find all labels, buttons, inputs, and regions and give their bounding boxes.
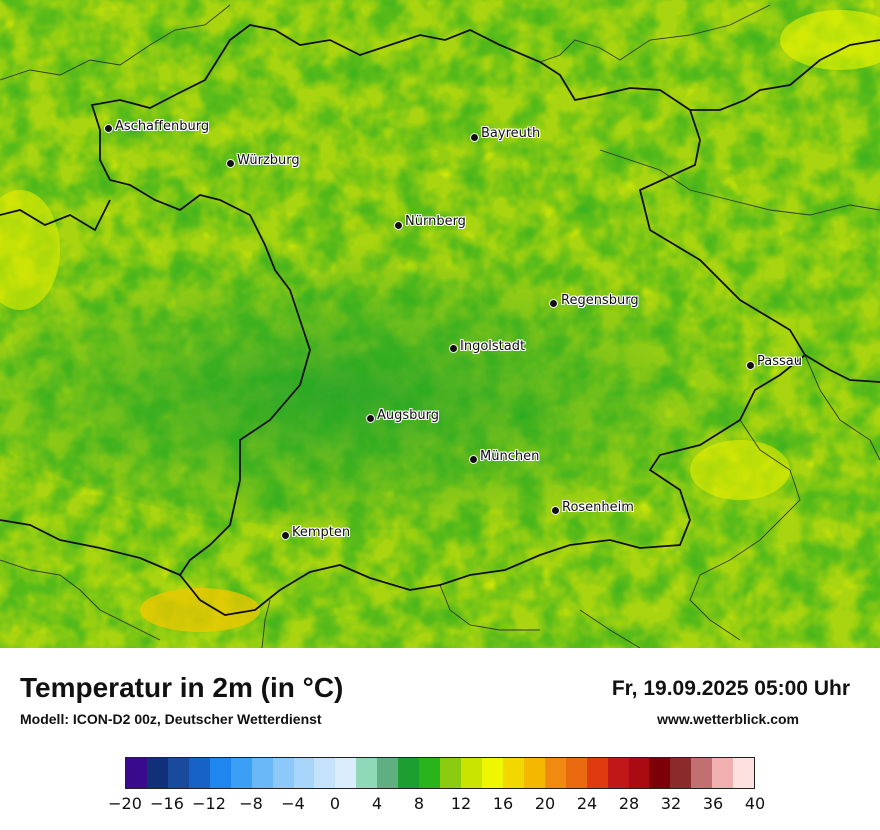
city-dot [470, 133, 479, 142]
minor-borders [0, 4, 880, 648]
colorbar-tick-label: 36 [702, 794, 724, 813]
colorbar-tick-label: −4 [281, 794, 305, 813]
model-info: Modell: ICON-D2 00z, Deutscher Wetterdie… [20, 711, 322, 727]
colorbar-tick-label: 20 [534, 794, 556, 813]
city-dot [551, 506, 560, 515]
colorbar-segment [544, 758, 566, 788]
colorbar-segment [586, 758, 608, 788]
colorbar-tick-label: −20 [108, 794, 142, 813]
colorbar-segment [712, 758, 734, 788]
city-dot [549, 299, 558, 308]
colorbar-tick-label: 4 [371, 794, 383, 813]
colorbar-tick-label: 16 [492, 794, 514, 813]
colorbar-tick-label: −16 [150, 794, 184, 813]
colorbar-segment [670, 758, 692, 788]
colorbar-segment [146, 758, 168, 788]
colorbar-segment [209, 758, 231, 788]
temperature-colorbar [125, 757, 755, 789]
colorbar-segment [733, 758, 755, 788]
colorbar-segment [607, 758, 629, 788]
city-dot [226, 159, 235, 168]
city-dot [394, 221, 403, 230]
colorbar-segment [126, 758, 147, 788]
city-label-augsburg: Augsburg [377, 408, 440, 423]
colorbar-segment [565, 758, 587, 788]
colorbar-tick-label: 12 [450, 794, 472, 813]
colorbar-segment [272, 758, 294, 788]
colorbar-segment [628, 758, 650, 788]
bavaria-border [0, 24, 880, 616]
city-dot [469, 455, 478, 464]
colorbar-segment [377, 758, 399, 788]
website-link[interactable]: www.wetterblick.com [657, 711, 799, 727]
colorbar-segment [398, 758, 420, 788]
map-canvas [0, 0, 880, 648]
city-label-bayreuth: Bayreuth [481, 126, 541, 141]
map-title: Temperatur in 2m (in °C) [20, 672, 344, 703]
colorbar-tick-label: 28 [618, 794, 640, 813]
colorbar-tick-label: 8 [413, 794, 425, 813]
city-label-nuernberg: Nürnberg [405, 214, 466, 229]
city-label-muenchen: München [480, 449, 540, 464]
city-label-wuerzburg: Würzburg [237, 153, 300, 168]
colorbar-tick-label: −8 [239, 794, 263, 813]
city-dot [449, 344, 458, 353]
colorbar-segment [419, 758, 441, 788]
temperature-map [0, 0, 880, 648]
city-label-kempten: Kempten [292, 525, 351, 540]
city-dot [366, 414, 375, 423]
colorbar-segment [523, 758, 545, 788]
city-label-aschaffenburg: Aschaffenburg [115, 119, 210, 134]
colorbar-tick-label: 32 [660, 794, 682, 813]
colorbar-segment [230, 758, 252, 788]
city-label-rosenheim: Rosenheim [562, 500, 634, 515]
colorbar-segment [649, 758, 671, 788]
city-dot [104, 124, 113, 133]
colorbar-tick-label: 24 [576, 794, 598, 813]
colorbar-ticks: −20 −16 −12 −8 −4 0 4 8 12 16 20 24 28 32 36 40 [108, 794, 765, 818]
colorbar-tick-label: 0 [329, 794, 341, 813]
colorbar-segment [461, 758, 482, 788]
colorbar-tick-label: −12 [192, 794, 226, 813]
colorbar-tick-label: 40 [744, 794, 766, 813]
colorbar-segment [335, 758, 357, 788]
colorbar-segment [251, 758, 273, 788]
city-label-regensburg: Regensburg [561, 293, 639, 308]
colorbar-segment [502, 758, 524, 788]
forecast-datetime: Fr, 19.09.2025 05:00 Uhr [611, 677, 850, 700]
colorbar-segment [440, 758, 461, 788]
colorbar-segment [481, 758, 503, 788]
city-dot [281, 531, 290, 540]
colorbar-segment [314, 758, 336, 788]
colorbar-segment [691, 758, 713, 788]
city-label-passau: Passau [757, 354, 802, 369]
colorbar-segment [167, 758, 189, 788]
colorbar-segment [188, 758, 210, 788]
city-label-ingolstadt: Ingolstadt [460, 339, 526, 354]
city-dot [746, 361, 755, 370]
colorbar-segment [356, 758, 378, 788]
colorbar-segment [293, 758, 315, 788]
